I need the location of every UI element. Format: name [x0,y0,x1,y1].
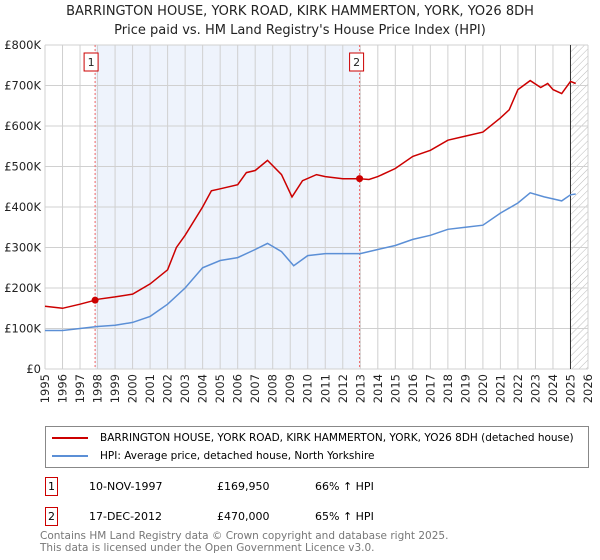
sale-marker-box [349,52,365,72]
sale-price: £470,000 [217,510,270,523]
sale-marker-box [83,52,99,72]
y-tick-label: £600K [4,119,41,133]
x-tick-label: 2003 [178,374,192,403]
x-tick-label: 2020 [476,374,490,403]
sale-date: 10-NOV-1997 [89,480,163,493]
y-tick-label: £700K [4,79,41,93]
x-tick-label: 1999 [108,374,122,403]
x-tick-label: 2005 [213,374,227,403]
x-tick-label: 2001 [143,374,157,403]
x-tick-label: 2015 [388,374,402,403]
sale-row-2: 2 17-DEC-2012 £470,000 65% ↑ HPI [45,507,545,527]
sale-marker-label: 2 [353,56,360,69]
x-tick-label: 1995 [38,374,52,403]
sale-marker: 1 [45,477,58,496]
x-tick-label: 2017 [423,374,437,403]
x-tick-label: 1998 [91,374,105,403]
x-tick-label: 2008 [266,374,280,403]
x-tick-label: 2007 [248,374,262,403]
x-tick-label: 2026 [581,374,595,403]
x-tick-label: 2009 [283,374,297,403]
x-tick-label: 1997 [73,374,87,403]
y-tick-label: £500K [4,160,41,174]
sale-price: £169,950 [217,480,270,493]
sale-marker: 2 [45,507,58,526]
chart-subtitle: Price paid vs. HM Land Registry's House … [114,23,486,38]
x-tick-label: 2011 [318,374,332,403]
x-tick-label: 2006 [231,374,245,403]
y-tick-label: £800K [4,38,41,52]
x-tick-label: 2002 [161,374,175,403]
footer: Contains HM Land Registry data © Crown c… [40,530,448,554]
x-tick-label: 1996 [56,374,70,403]
footer-licence: This data is licensed under the Open Gov… [40,542,375,554]
y-tick-label: £300K [4,241,41,255]
legend-label: HPI: Average price, detached house, Nort… [100,450,375,462]
sale-hpi: 66% ↑ HPI [315,480,374,493]
chart-title: BARRINGTON HOUSE, YORK ROAD, KIRK HAMMER… [66,4,534,19]
sale-row-1: 1 10-NOV-1997 £169,950 66% ↑ HPI [45,477,545,497]
x-tick-label: 2016 [406,374,420,403]
legend-swatch [52,455,88,457]
x-tick-label: 2021 [493,374,507,403]
y-tick-label: £100K [4,322,41,336]
x-tick-label: 2010 [301,374,315,403]
property-price-line [44,79,576,310]
y-tick-label: £400K [4,200,41,214]
y-tick-label: £200K [4,281,41,295]
sale-point [91,296,99,304]
hpi-line [45,191,576,332]
x-tick-label: 2023 [528,374,542,403]
sale-date: 17-DEC-2012 [89,510,163,523]
y-tick-label: £0 [26,362,41,376]
legend-item-property: BARRINGTON HOUSE, YORK ROAD, KIRK HAMMER… [52,432,574,444]
sale-point [356,175,364,183]
footer-copyright: Contains HM Land Registry data © Crown c… [40,530,449,542]
legend-label: BARRINGTON HOUSE, YORK ROAD, KIRK HAMMER… [100,432,574,444]
x-tick-label: 2024 [546,374,560,403]
x-tick-label: 2000 [126,374,140,403]
x-tick-label: 2013 [353,374,367,403]
sale-marker-label: 1 [88,56,95,69]
sale-hpi: 65% ↑ HPI [315,510,374,523]
x-tick-label: 2019 [458,374,472,403]
price-chart: 1995 1996 1997 1998 1999 2000 2001 2002 2003 2004… [4,38,595,403]
x-tick-label: 2025 [563,374,577,403]
legend-item-hpi: HPI: Average price, detached house, Nort… [52,450,375,462]
x-tick-label: 2014 [371,374,385,403]
legend-swatch [52,437,88,439]
x-tick-label: 2018 [441,374,455,403]
x-tick-label: 2004 [196,374,210,403]
x-tick-label: 2012 [336,374,350,403]
legend: BARRINGTON HOUSE, YORK ROAD, KIRK HAMMER… [45,426,589,468]
x-tick-label: 2022 [511,374,525,403]
